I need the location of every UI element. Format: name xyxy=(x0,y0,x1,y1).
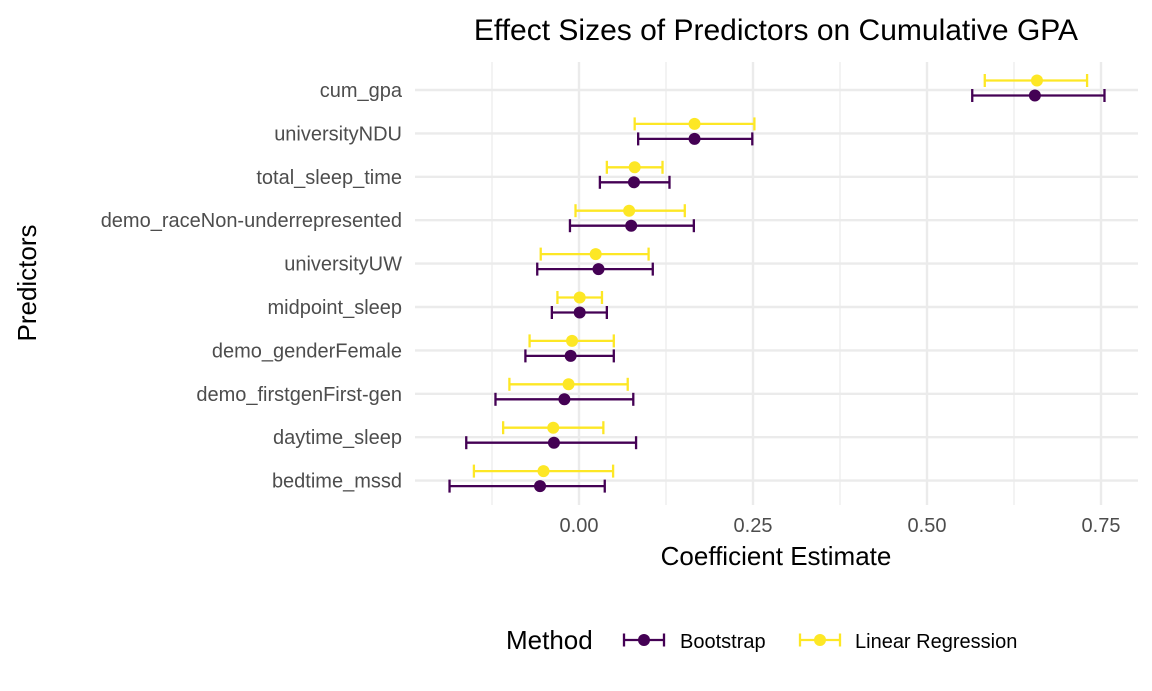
point-bootstrap xyxy=(564,349,577,362)
legend-label-bootstrap: Bootstrap xyxy=(680,631,766,653)
y-tick-label: daytime_sleep xyxy=(273,427,402,449)
point-bootstrap xyxy=(1028,89,1041,102)
y-tick-label: universityNDU xyxy=(274,123,402,145)
point-linear-regression xyxy=(573,291,586,304)
point-bootstrap xyxy=(627,176,640,189)
x-tick-label: 0.00 xyxy=(560,515,599,537)
y-tick-label: total_sleep_time xyxy=(256,167,402,189)
chart-title: Effect Sizes of Predictors on Cumulative… xyxy=(474,14,1078,47)
point-bootstrap xyxy=(625,219,638,232)
point-linear-regression xyxy=(688,117,701,130)
point-linear-regression xyxy=(566,334,579,347)
series-linear-regression xyxy=(472,74,1089,478)
y-tick-label: universityUW xyxy=(284,254,402,276)
x-tick-label: 0.75 xyxy=(1082,515,1121,537)
y-tick-label: demo_firstgenFirst-gen xyxy=(196,384,402,406)
legend-label-linear-regression: Linear Regression xyxy=(855,631,1017,653)
y-tick-label: bedtime_mssd xyxy=(272,471,402,493)
point-linear-regression xyxy=(589,248,602,261)
point-linear-regression xyxy=(623,204,636,217)
point-bootstrap xyxy=(547,436,560,449)
legend-key-point-bootstrap xyxy=(638,634,650,646)
point-bootstrap xyxy=(558,393,571,406)
y-tick-label: midpoint_sleep xyxy=(267,297,402,319)
point-linear-regression xyxy=(562,378,575,391)
point-bootstrap xyxy=(688,132,701,145)
y-axis-title: Predictors xyxy=(12,224,42,341)
point-linear-regression xyxy=(628,161,641,174)
data-marks xyxy=(448,74,1106,493)
y-tick-label: demo_raceNon-underrepresented xyxy=(101,210,402,232)
x-tick-label: 0.50 xyxy=(908,515,947,537)
point-linear-regression xyxy=(537,465,550,478)
point-bootstrap xyxy=(573,306,586,319)
grid xyxy=(415,62,1138,505)
legend-title: Method xyxy=(506,625,593,655)
legend: Method Bootstrap Linear Regression xyxy=(506,625,1017,655)
y-tick-label: demo_genderFemale xyxy=(212,340,402,362)
legend-key-point-linear-regression xyxy=(814,634,826,646)
point-bootstrap xyxy=(592,263,605,276)
point-linear-regression xyxy=(547,421,560,434)
point-bootstrap xyxy=(534,480,547,493)
point-linear-regression xyxy=(1030,74,1043,87)
x-axis-title: Coefficient Estimate xyxy=(661,541,892,571)
y-tick-label: cum_gpa xyxy=(320,80,403,102)
series-bootstrap xyxy=(448,89,1106,493)
x-tick-label: 0.25 xyxy=(734,515,773,537)
y-axis-tick-labels: cum_gpa universityNDU total_sleep_timedemo… xyxy=(101,80,403,493)
x-axis-tick-labels: 0.00 0.25 0.50 0.75 xyxy=(560,515,1121,537)
